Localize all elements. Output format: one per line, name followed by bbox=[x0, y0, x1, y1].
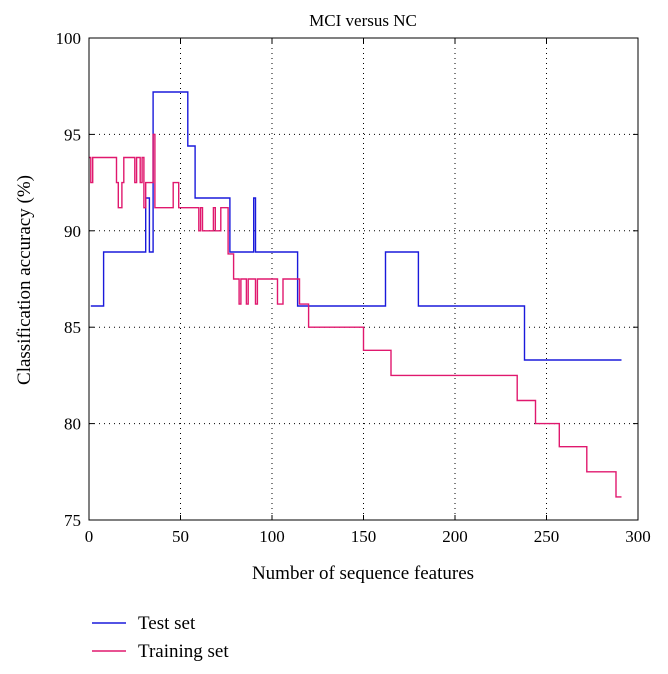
x-tick-label: 200 bbox=[442, 527, 468, 546]
x-tick-label: 300 bbox=[625, 527, 651, 546]
grid bbox=[89, 38, 638, 520]
series-group bbox=[89, 91, 622, 498]
x-tick-label: 150 bbox=[351, 527, 377, 546]
legend: Test set Training set bbox=[92, 613, 229, 662]
x-axis-label: Number of sequence features bbox=[252, 563, 474, 584]
x-tick-label: 250 bbox=[534, 527, 560, 546]
legend-label: Training set bbox=[138, 641, 229, 662]
y-axis-label: Classification accuracy (%) bbox=[14, 175, 35, 385]
y-tick-label: 95 bbox=[64, 125, 81, 144]
x-tick-label: 0 bbox=[85, 527, 94, 546]
series-line-test-set bbox=[90, 91, 622, 361]
ticks: 0 50 100 150 200 250 300 75 80 85 90 95 100 bbox=[56, 29, 651, 546]
y-tick-label: 80 bbox=[64, 415, 81, 434]
legend-label: Test set bbox=[138, 613, 196, 634]
y-tick-label: 85 bbox=[64, 318, 81, 337]
chart-title: MCI versus NC bbox=[309, 11, 417, 30]
y-tick-label: 75 bbox=[64, 511, 81, 530]
x-tick-label: 50 bbox=[172, 527, 189, 546]
x-tick-label: 100 bbox=[259, 527, 285, 546]
series-line-training-set bbox=[89, 133, 622, 498]
y-tick-label: 90 bbox=[64, 222, 81, 241]
y-tick-label: 100 bbox=[56, 29, 82, 48]
